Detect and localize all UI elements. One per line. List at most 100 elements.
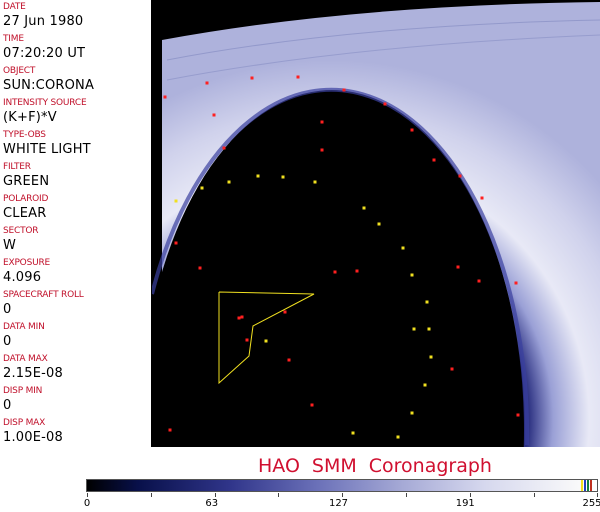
- marker-point: [174, 199, 178, 203]
- field-value: 0: [3, 302, 12, 317]
- marker-point: [240, 315, 244, 319]
- field-label: DATA MAX: [3, 354, 48, 364]
- field-label: DATE: [3, 2, 26, 12]
- marker-point: [283, 310, 287, 314]
- marker-point: [333, 270, 337, 274]
- marker-point: [342, 88, 346, 92]
- marker-point: [174, 241, 178, 245]
- marker-point: [227, 180, 231, 184]
- field-value: 27 Jun 1980: [3, 14, 84, 29]
- colorbar-tick: [278, 493, 280, 497]
- colorbar-tick: [406, 493, 407, 497]
- field-label: FILTER: [3, 162, 31, 172]
- field-label: EXPOSURE: [3, 258, 51, 268]
- colorbar-tick: [597, 493, 599, 497]
- marker-point: [516, 413, 520, 417]
- marker-point: [250, 76, 254, 80]
- marker-point: [310, 403, 314, 407]
- chart-title: HAO SMM Coronagraph: [0, 455, 600, 477]
- field-value: SUN:CORONA: [3, 78, 95, 93]
- field-value: 0: [3, 334, 12, 349]
- marker-point: [205, 81, 209, 85]
- markers: [163, 75, 520, 439]
- marker-point: [450, 367, 454, 371]
- marker-point: [423, 383, 427, 387]
- marker-point: [351, 431, 355, 435]
- marker-point: [425, 300, 429, 304]
- colorbar-tick: [469, 493, 471, 497]
- field-label: DATA MIN: [3, 322, 45, 332]
- marker-point: [427, 327, 431, 331]
- field-value: (K+F)*V: [3, 110, 57, 125]
- coronagraph-image: [152, 0, 600, 447]
- field-value: 0: [3, 398, 12, 413]
- title-coronagraph: Coronagraph: [368, 455, 492, 477]
- colorbar-tick: [150, 493, 152, 497]
- marker-point: [456, 265, 460, 269]
- colorbar-tick: [87, 493, 88, 497]
- field-label: OBJECT: [3, 66, 36, 76]
- colorbar-swatch: [590, 480, 592, 491]
- marker-point: [212, 113, 216, 117]
- colorbar-swatch: [581, 480, 583, 491]
- field-label: TIME: [3, 34, 24, 44]
- field-value: 07:20:20 UT: [3, 46, 86, 61]
- field-label: SPACECRAFT ROLL: [3, 290, 84, 300]
- marker-point: [401, 246, 405, 250]
- colorbar-tick-label: 191: [455, 498, 475, 509]
- marker-point: [163, 95, 167, 99]
- marker-point: [245, 338, 249, 342]
- marker-point: [477, 279, 481, 283]
- colorbar-swatch: [587, 480, 589, 491]
- marker-point: [168, 428, 172, 432]
- marker-point: [320, 148, 324, 152]
- corona-svg: [152, 2, 600, 447]
- header-info-panel: DATE 27 Jun 1980 TIME 07:20:20 UT OBJECT SUN:…: [0, 0, 152, 447]
- marker-point: [264, 339, 268, 343]
- field-value: GREEN: [3, 174, 50, 189]
- region-outline: [218, 291, 315, 385]
- marker-point: [377, 222, 381, 226]
- marker-point: [313, 180, 317, 184]
- colorbar-swatch: [584, 480, 586, 491]
- colorbar-tick: [214, 493, 216, 497]
- marker-point: [432, 158, 436, 162]
- marker-point: [458, 174, 462, 178]
- field-label: INTENSITY SOURCE: [3, 98, 87, 108]
- marker-point: [412, 327, 416, 331]
- title-smm: SMM: [311, 455, 357, 477]
- colorbar-tick-label: 127: [328, 498, 349, 509]
- field-label: SECTOR: [3, 226, 39, 236]
- marker-point: [480, 196, 484, 200]
- field-label: DISP MAX: [3, 418, 46, 428]
- colorbar-tick-label: 0: [83, 498, 91, 509]
- field-value: CLEAR: [3, 206, 47, 221]
- colorbar-tick: [342, 493, 344, 497]
- marker-point: [200, 186, 204, 190]
- marker-point: [296, 75, 300, 79]
- marker-point: [281, 175, 285, 179]
- marker-point: [410, 273, 414, 277]
- colorbar-tick-label: 255: [582, 498, 600, 509]
- marker-point: [383, 102, 387, 106]
- field-value: 1.00E-08: [3, 430, 63, 445]
- marker-point: [256, 174, 260, 178]
- occulter-rim: [152, 87, 530, 446]
- field-label: DISP MIN: [3, 386, 43, 396]
- marker-point: [237, 316, 241, 320]
- title-hao: HAO: [258, 455, 300, 477]
- colorbar-tick: [533, 493, 535, 497]
- colorbar: [86, 479, 598, 492]
- field-value: WHITE LIGHT: [3, 142, 91, 157]
- marker-point: [287, 358, 291, 362]
- marker-point: [198, 266, 202, 270]
- marker-point: [410, 128, 414, 132]
- field-label: POLAROID: [3, 194, 49, 204]
- marker-point: [429, 355, 433, 359]
- marker-point: [355, 269, 359, 273]
- field-label: TYPE-OBS: [3, 130, 46, 140]
- field-value: W: [3, 238, 17, 253]
- marker-point: [396, 435, 400, 439]
- marker-point: [222, 146, 226, 150]
- colorbar-tick-label: 63: [205, 498, 219, 509]
